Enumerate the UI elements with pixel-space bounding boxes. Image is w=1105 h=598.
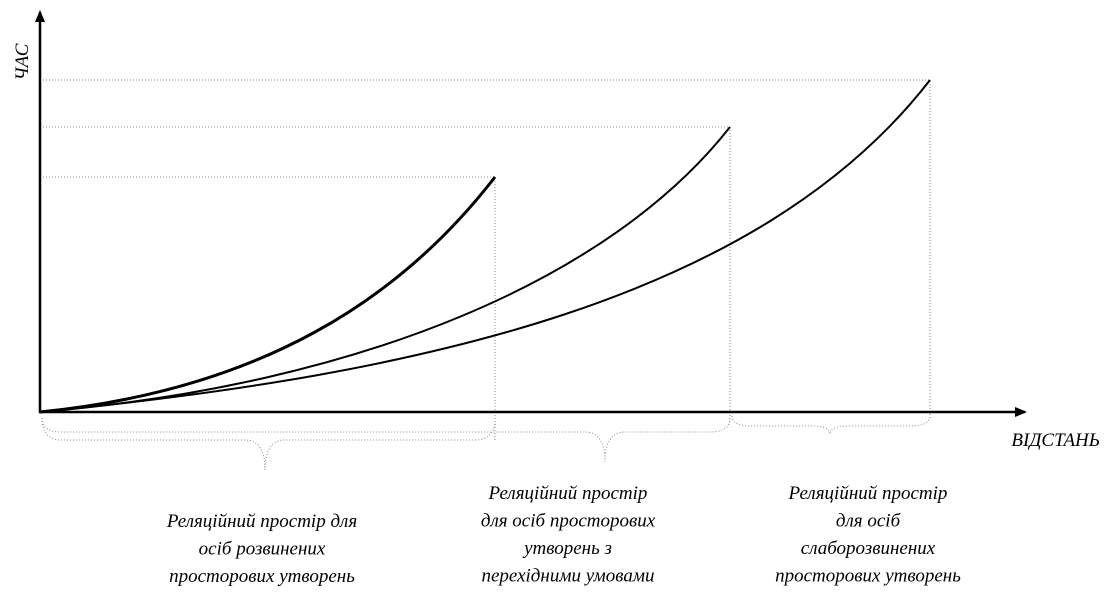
- region-label: для осіб просторових: [481, 511, 656, 532]
- curve: [39, 79, 931, 413]
- region-label: просторових утворень: [775, 566, 961, 587]
- region-label: утворень з: [522, 538, 612, 559]
- curves: [39, 79, 931, 414]
- region-label: Реляційний простір для: [166, 511, 357, 532]
- curve: [39, 176, 497, 414]
- x-axis-label: ВІДСТАНЬ: [1011, 430, 1100, 451]
- braces: [41, 415, 931, 471]
- region-label: Реляційний простір: [488, 483, 648, 504]
- axes: [35, 10, 1027, 417]
- y-axis-label: ЧАС: [12, 43, 33, 80]
- region-label: перехідними умовами: [481, 566, 654, 587]
- region-label: слаборозвинених: [801, 538, 936, 559]
- region-label: осіб розвинених: [199, 539, 326, 560]
- curve: [39, 126, 731, 413]
- region-label: для осіб: [836, 511, 902, 532]
- region-label: Реляційний простір: [788, 483, 948, 504]
- guides: [40, 79, 931, 440]
- region-label: просторових утворень: [169, 566, 355, 587]
